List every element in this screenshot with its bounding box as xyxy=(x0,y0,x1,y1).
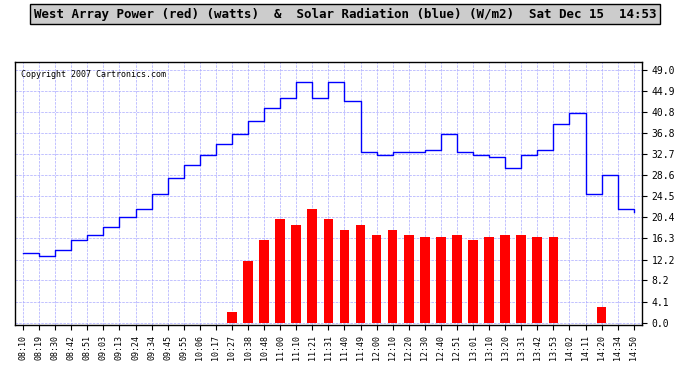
Bar xyxy=(388,230,397,323)
Bar xyxy=(372,235,382,323)
Bar xyxy=(404,235,413,323)
Text: Copyright 2007 Cartronics.com: Copyright 2007 Cartronics.com xyxy=(21,70,166,79)
Bar xyxy=(420,237,430,323)
Bar xyxy=(452,235,462,323)
Bar xyxy=(275,219,285,323)
Bar xyxy=(243,261,253,323)
Bar xyxy=(339,230,349,323)
Bar xyxy=(500,235,510,323)
Bar xyxy=(259,240,269,323)
Bar xyxy=(324,219,333,323)
Bar xyxy=(469,240,478,323)
Bar xyxy=(516,235,526,323)
Bar xyxy=(227,312,237,323)
Bar xyxy=(484,237,494,323)
Bar xyxy=(356,225,365,323)
Bar xyxy=(436,237,446,323)
Text: West Array Power (red) (watts)  &  Solar Radiation (blue) (W/m2)  Sat Dec 15  14: West Array Power (red) (watts) & Solar R… xyxy=(34,8,656,21)
Bar xyxy=(308,209,317,323)
Bar xyxy=(533,237,542,323)
Bar xyxy=(549,237,558,323)
Bar xyxy=(291,225,301,323)
Bar xyxy=(597,307,607,323)
